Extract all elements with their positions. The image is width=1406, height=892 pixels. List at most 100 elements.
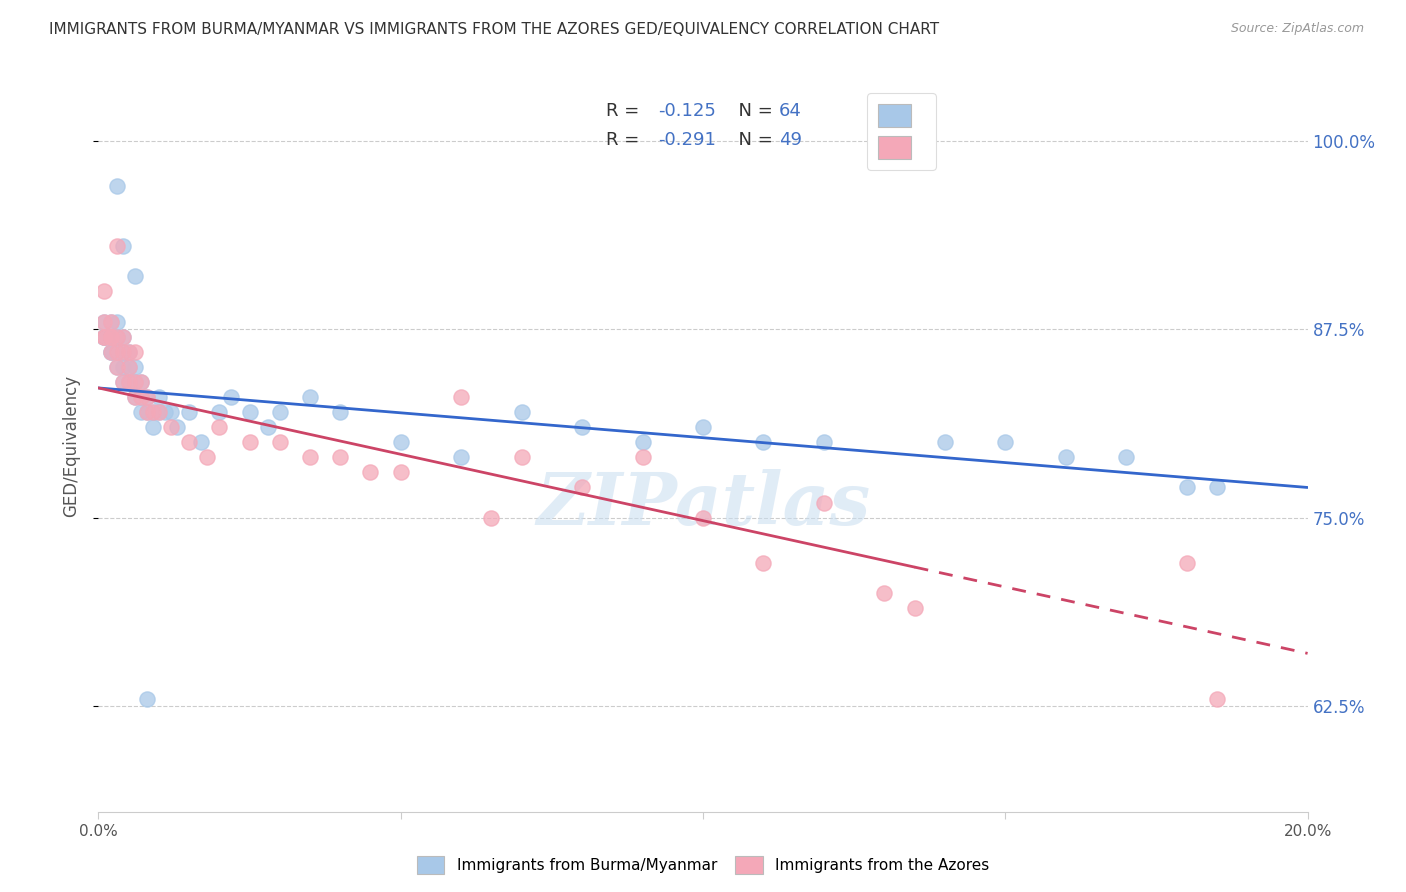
Legend: Immigrants from Burma/Myanmar, Immigrants from the Azores: Immigrants from Burma/Myanmar, Immigrant… [411,850,995,880]
Point [129,390,152,404]
Point [105,329,128,343]
Text: Source: ZipAtlas.com: Source: ZipAtlas.com [1230,22,1364,36]
Point [813,435,835,450]
Legend: , : , [868,93,936,170]
Point [129,375,152,389]
Point [93,329,115,343]
Point [208,420,231,434]
Point [160,405,183,419]
Point [124,375,146,389]
Text: -0.291: -0.291 [658,131,716,149]
Point [299,450,322,465]
Point [135,691,157,706]
Point [934,435,956,450]
Point [100,315,122,329]
Point [994,435,1017,450]
Point [105,315,128,329]
Point [105,329,128,343]
Point [142,420,165,434]
Point [129,390,152,404]
Text: 49: 49 [779,131,803,149]
Point [1175,480,1198,494]
Point [124,390,146,404]
Point [93,329,115,343]
Point [100,344,122,359]
Point [129,375,152,389]
Point [105,359,128,374]
Point [752,556,775,570]
Point [100,329,122,343]
Point [179,435,201,450]
Point [118,375,141,389]
Point [752,435,775,450]
Point [631,450,654,465]
Point [93,315,115,329]
Point [1115,450,1137,465]
Point [93,285,115,299]
Point [135,390,157,404]
Point [118,359,141,374]
Point [904,601,927,615]
Point [129,405,152,419]
Point [100,344,122,359]
Point [100,329,122,343]
Text: N =: N = [727,131,779,149]
Point [111,329,134,343]
Point [118,344,141,359]
Point [813,495,835,509]
Point [571,420,593,434]
Point [873,586,896,600]
Point [299,390,322,404]
Point [124,269,146,284]
Point [450,450,472,465]
Point [389,466,412,480]
Point [148,390,170,404]
Text: N =: N = [727,102,779,120]
Point [1206,480,1229,494]
Point [111,344,134,359]
Point [111,375,134,389]
Text: R =: R = [606,102,645,120]
Point [269,435,291,450]
Point [510,450,533,465]
Point [111,375,134,389]
Point [111,359,134,374]
Point [631,435,654,450]
Point [135,405,157,419]
Point [160,420,183,434]
Point [239,405,262,419]
Point [153,405,176,419]
Point [148,405,170,419]
Point [208,405,231,419]
Point [239,435,262,450]
Point [142,405,165,419]
Point [329,405,352,419]
Point [105,344,128,359]
Point [256,420,278,434]
Point [111,344,134,359]
Point [124,375,146,389]
Point [195,450,218,465]
Text: 64: 64 [779,102,801,120]
Point [450,390,472,404]
Point [100,329,122,343]
Point [135,405,157,419]
Point [93,329,115,343]
Point [118,375,141,389]
Point [118,375,141,389]
Point [148,405,170,419]
Point [105,239,128,253]
Point [111,329,134,343]
Point [221,390,243,404]
Text: ZIPatlas: ZIPatlas [536,469,870,540]
Point [124,390,146,404]
Point [389,435,412,450]
Point [166,420,188,434]
Point [105,359,128,374]
Point [179,405,201,419]
Point [135,390,157,404]
Point [105,344,128,359]
Point [190,435,212,450]
Point [1206,691,1229,706]
Point [1054,450,1077,465]
